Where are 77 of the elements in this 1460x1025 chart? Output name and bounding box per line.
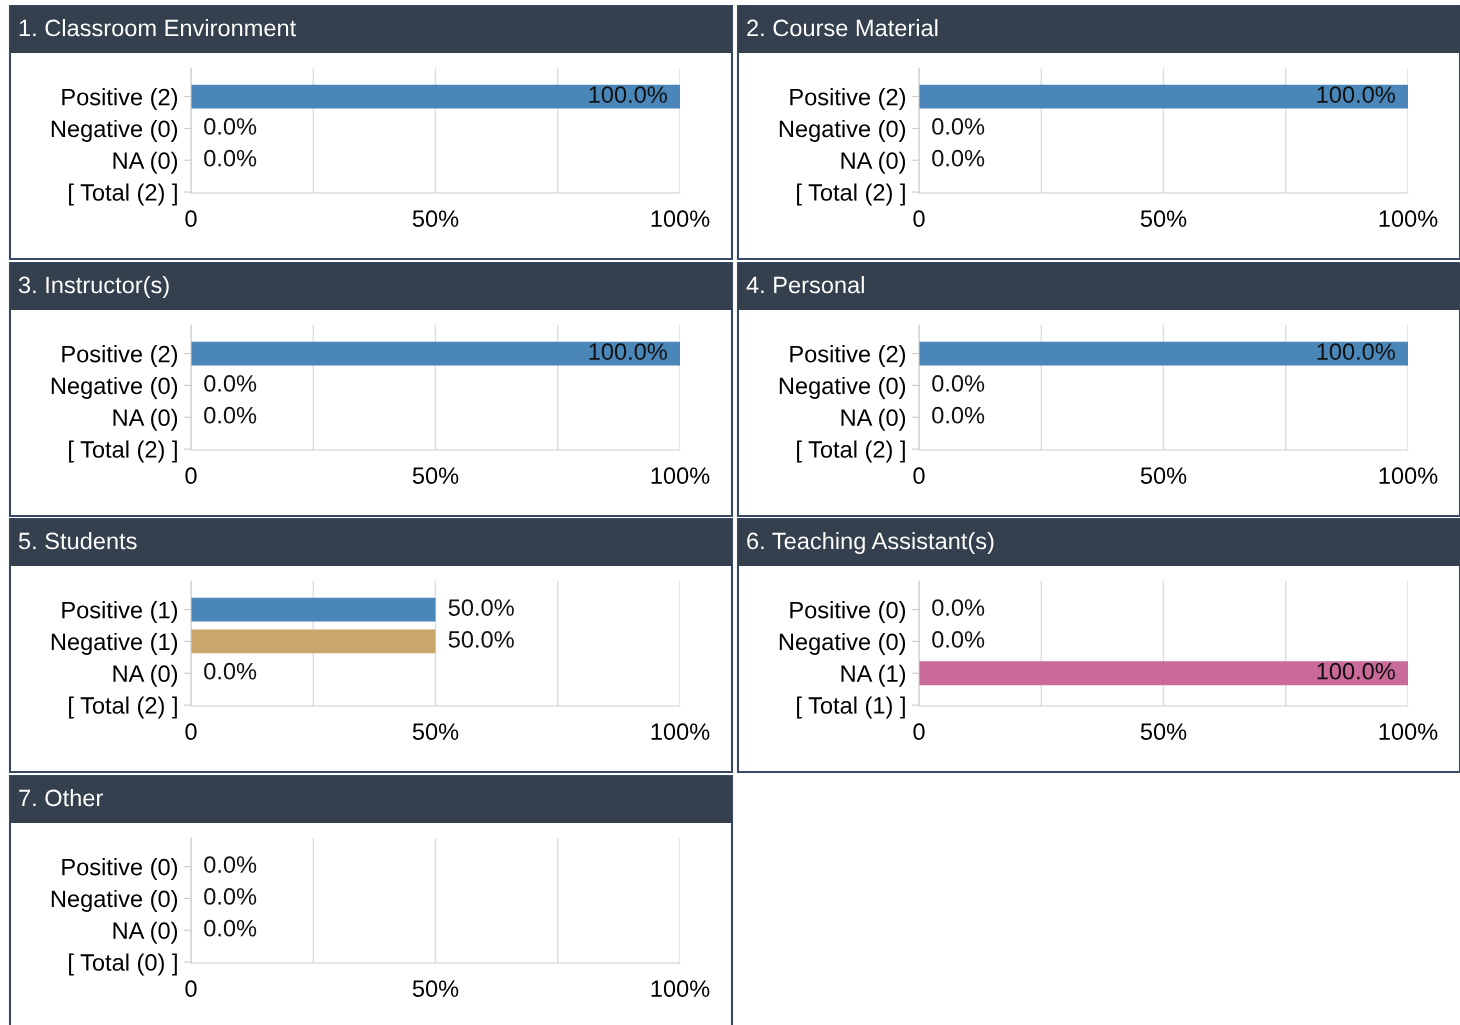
- x-tick-label: 50%: [1140, 467, 1187, 485]
- x-tick-label: 0: [185, 467, 197, 485]
- y-tick-label: NA (1): [841, 664, 906, 687]
- chart-title: 2. Course Material: [747, 19, 938, 37]
- x-tick-label: 100%: [1379, 467, 1438, 485]
- y-tick-label: Positive (0): [790, 601, 906, 624]
- data-label: 100.0%: [1317, 662, 1395, 680]
- y-tick-label: [ Total (2) ]: [797, 183, 905, 206]
- data-label: 0.0%: [204, 406, 257, 424]
- y-tick-label: NA (0): [841, 151, 906, 174]
- y-tick-label: Positive (2): [62, 88, 178, 111]
- x-tick-label: 0: [913, 210, 925, 228]
- y-tick-label: Negative (0): [51, 889, 178, 912]
- data-label: 50.0%: [448, 599, 514, 616]
- y-tick-label: Positive (1): [62, 601, 178, 624]
- x-tick-label: 0: [185, 980, 197, 998]
- data-label: 100.0%: [589, 343, 667, 360]
- data-label: 0.0%: [204, 856, 257, 873]
- data-label: 0.0%: [204, 375, 257, 392]
- y-tick-label: Negative (0): [779, 632, 906, 655]
- x-tick-label: 50%: [412, 210, 459, 228]
- y-tick-label: NA (0): [113, 664, 178, 687]
- data-label: 0.0%: [932, 599, 985, 616]
- chart-title: 6. Teaching Assistant(s): [747, 531, 994, 554]
- data-label: 100.0%: [589, 86, 667, 103]
- data-label: 100.0%: [1317, 343, 1395, 360]
- data-label: 100.0%: [1317, 86, 1395, 103]
- data-label: 0.0%: [204, 662, 257, 680]
- y-tick-label: Negative (0): [779, 376, 906, 399]
- data-label: 0.0%: [932, 118, 985, 135]
- x-tick-label: 100%: [651, 980, 710, 998]
- x-tick-label: 0: [185, 210, 197, 228]
- x-tick-label: 50%: [1140, 723, 1187, 741]
- chart-title: 5. Students: [18, 531, 137, 550]
- data-label: 0.0%: [204, 149, 257, 167]
- x-tick-label: 50%: [1140, 210, 1187, 228]
- data-label: 50.0%: [448, 631, 514, 648]
- y-tick-label: [ Total (0) ]: [69, 953, 177, 976]
- x-tick-label: 100%: [651, 723, 710, 741]
- y-tick-label: Positive (2): [790, 345, 906, 368]
- x-tick-label: 100%: [1379, 210, 1438, 228]
- chart-title: 1. Classroom Environment: [19, 19, 297, 37]
- data-label: 0.0%: [932, 149, 985, 167]
- x-tick-label: 100%: [651, 467, 710, 485]
- y-tick-label: NA (0): [113, 408, 178, 431]
- data-label: 0.0%: [932, 406, 985, 424]
- data-label: 0.0%: [204, 919, 257, 937]
- x-tick-label: 0: [185, 723, 197, 741]
- y-tick-label: [ Total (1) ]: [797, 696, 905, 719]
- y-tick-label: NA (0): [113, 151, 178, 174]
- y-tick-label: Positive (0): [62, 858, 178, 881]
- chart-title: 4. Personal: [746, 275, 864, 294]
- x-tick-label: 100%: [1379, 723, 1438, 741]
- chart-title: 3. Instructor(s): [18, 275, 169, 298]
- y-tick-label: Negative (0): [51, 119, 178, 142]
- x-tick-label: 0: [913, 467, 925, 485]
- y-tick-label: [ Total (2) ]: [797, 440, 905, 463]
- y-tick-label: NA (0): [113, 921, 178, 944]
- chart-title: 7. Other: [19, 788, 103, 807]
- y-tick-label: Negative (1): [51, 632, 178, 655]
- x-tick-label: 50%: [412, 467, 459, 485]
- x-tick-label: 50%: [412, 723, 459, 741]
- y-tick-label: Positive (2): [62, 345, 178, 368]
- x-tick-label: 100%: [651, 210, 710, 228]
- data-label: 0.0%: [204, 888, 257, 905]
- x-tick-label: 0: [913, 723, 925, 741]
- y-tick-label: Negative (0): [51, 376, 178, 399]
- x-tick-label: 50%: [412, 980, 459, 998]
- data-label: 0.0%: [932, 375, 985, 392]
- y-tick-label: [ Total (2) ]: [69, 696, 177, 719]
- data-label: 0.0%: [204, 118, 257, 135]
- y-tick-label: NA (0): [841, 408, 906, 431]
- data-label: 0.0%: [932, 631, 985, 648]
- y-tick-label: [ Total (2) ]: [69, 440, 177, 463]
- y-tick-label: [ Total (2) ]: [69, 183, 177, 206]
- y-tick-label: Negative (0): [779, 119, 906, 142]
- y-tick-label: Positive (2): [790, 88, 906, 111]
